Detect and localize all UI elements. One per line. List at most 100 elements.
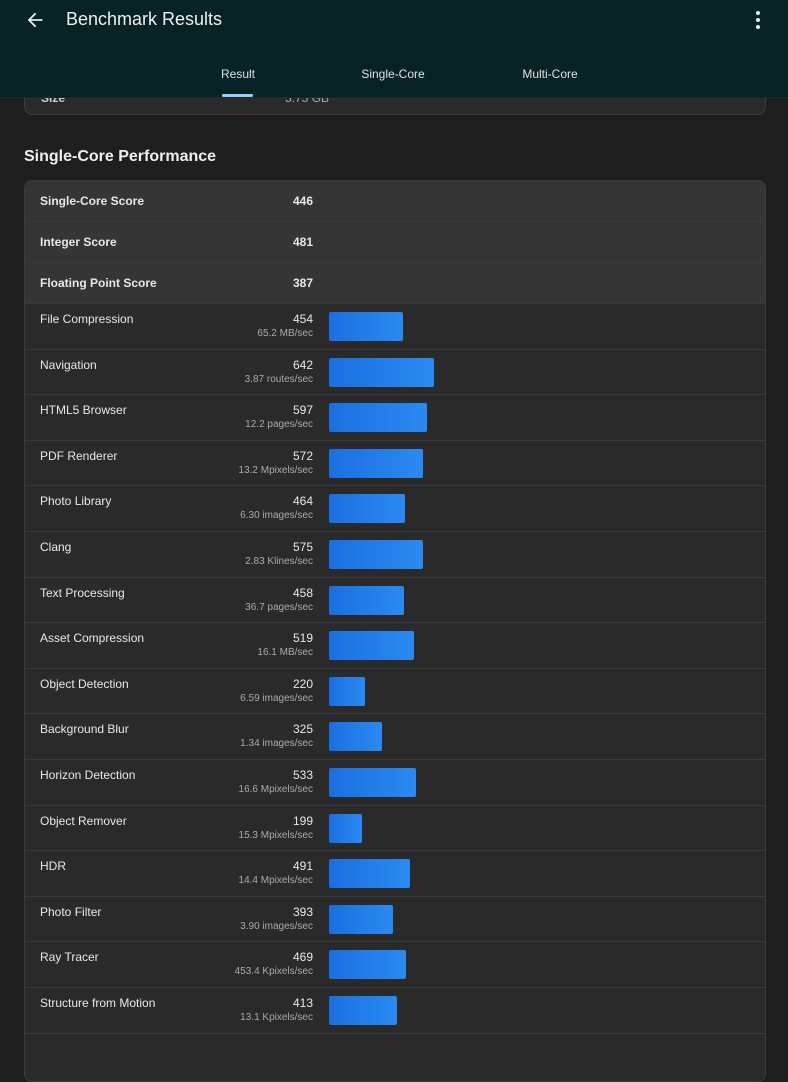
benchmark-row: Text Processing 458 36.7 pages/sec [25, 578, 765, 624]
benchmark-rate: 13.2 Mpixels/sec [238, 464, 313, 476]
score-bar [329, 676, 366, 706]
summary-label: Floating Point Score [40, 276, 157, 290]
score-bar [329, 768, 417, 797]
benchmark-score: 519 [292, 631, 313, 646]
benchmark-name: Photo Library [40, 494, 112, 509]
benchmark-rate: 1.34 images/sec [240, 738, 313, 750]
benchmark-row: Object Remover 199 15.3 Mpixels/sec [25, 806, 765, 852]
summary-score: 481 [292, 235, 313, 249]
benchmark-row: PDF Renderer 572 13.2 Mpixels/sec [25, 441, 765, 487]
score-bar [329, 722, 383, 752]
benchmark-rate: 453.4 Kpixels/sec [234, 966, 313, 978]
summary-row: Integer Score 481 [25, 222, 765, 263]
score-bar [329, 813, 362, 843]
benchmark-row: Navigation 642 3.87 routes/sec [25, 350, 765, 396]
score-bar [329, 996, 397, 1025]
summary-score: 387 [292, 276, 313, 290]
benchmark-score: 575 [292, 540, 313, 554]
benchmark-score: 464 [292, 494, 313, 509]
benchmark-rate: 3.87 routes/sec [244, 373, 313, 385]
benchmark-score: 454 [292, 312, 313, 326]
summary-label: Single-Core Score [40, 194, 145, 208]
score-bar [329, 859, 410, 889]
benchmark-name: Horizon Detection [40, 768, 136, 782]
benchmark-name: HTML5 Browser [40, 403, 127, 418]
benchmark-rate: 16.1 MB/sec [257, 647, 313, 659]
summary-score: 446 [292, 194, 313, 208]
app-bar: Benchmark Results Result Single-Core Mul… [0, 0, 788, 98]
benchmark-row: Ray Tracer 469 453.4 Kpixels/sec [25, 942, 765, 988]
benchmark-score: 533 [292, 768, 313, 782]
benchmark-score: 597 [292, 403, 313, 418]
title: Benchmark Results [66, 9, 223, 29]
benchmark-rate: 6.30 images/sec [240, 510, 313, 522]
benchmark-rate: 15.3 Mpixels/sec [238, 829, 313, 841]
score-bar [329, 585, 405, 615]
tab-indicator [222, 94, 253, 97]
benchmark-name: Ray Tracer [40, 950, 99, 965]
benchmark-row: Horizon Detection 533 16.6 Mpixels/sec [25, 760, 765, 806]
score-bar [329, 357, 435, 387]
benchmark-name: HDR [40, 859, 66, 874]
score-bar [329, 904, 394, 934]
summary-row: Single-Core Score 446 [25, 181, 765, 222]
benchmark-score: 413 [292, 996, 313, 1010]
benchmark-row: Photo Filter 393 3.90 images/sec [25, 897, 765, 943]
benchmark-rate: 2.83 Klines/sec [245, 556, 313, 567]
benchmark-row: Background Blur 325 1.34 images/sec [25, 714, 765, 760]
benchmark-name: Background Blur [40, 722, 129, 737]
benchmark-name: Clang [40, 540, 72, 554]
benchmark-name: Text Processing [40, 585, 125, 600]
score-bar [329, 494, 406, 524]
score-bar [329, 403, 427, 433]
benchmark-row: Asset Compression 519 16.1 MB/sec [25, 623, 765, 669]
score-bar [329, 631, 415, 661]
benchmark-row: Clang 575 2.83 Klines/sec [25, 532, 765, 578]
benchmark-score: 642 [292, 357, 313, 372]
benchmark-row: File Compression 454 65.2 MB/sec [25, 304, 765, 350]
tab[interactable]: Multi-Core [522, 67, 578, 81]
benchmark-rate: 3.90 images/sec [240, 920, 313, 932]
benchmark-score: 458 [292, 585, 313, 600]
benchmark-score: 325 [292, 722, 313, 737]
benchmark-rate: 6.59 images/sec [240, 692, 313, 704]
summary-label: Integer Score [40, 235, 117, 249]
benchmark-name: Object Remover [40, 813, 127, 828]
benchmark-name: Object Detection [40, 676, 129, 691]
benchmark-score: 491 [292, 859, 313, 874]
benchmark-rate: 65.2 MB/sec [257, 328, 313, 339]
benchmark-name: Asset Compression [40, 631, 145, 646]
benchmark-row: Photo Library 464 6.30 images/sec [25, 486, 765, 532]
score-bar [329, 950, 406, 980]
benchmark-name: PDF Renderer [40, 448, 118, 463]
section-title: Single-Core Performance [24, 148, 217, 165]
benchmark-name: Structure from Motion [40, 996, 156, 1010]
benchmark-rate: 16.6 Mpixels/sec [238, 784, 313, 795]
tab[interactable]: Single-Core [361, 67, 425, 81]
benchmark-row: Object Detection 220 6.59 images/sec [25, 669, 765, 715]
benchmark-row: HTML5 Browser 597 12.2 pages/sec [25, 395, 765, 441]
benchmark-score: 393 [292, 904, 313, 919]
menu-button[interactable] [748, 9, 768, 31]
benchmark-name: File Compression [40, 312, 134, 326]
benchmark-name: Photo Filter [40, 904, 102, 919]
benchmark-score: 199 [292, 813, 313, 828]
back-button[interactable] [24, 9, 46, 31]
benchmark-score: 469 [292, 950, 313, 965]
score-bar [329, 448, 423, 478]
benchmark-score: 220 [292, 676, 313, 691]
score-bar [329, 312, 404, 341]
benchmark-rate: 36.7 pages/sec [245, 601, 313, 613]
results-card: Single-Core Score 446 Integer Score 481 Floa… [24, 180, 766, 1082]
benchmark-row: Structure from Motion 413 13.1 Kpixels/sec [25, 988, 765, 1034]
summary-row: Floating Point Score 387 [25, 263, 765, 304]
benchmark-score: 572 [292, 448, 313, 463]
tab[interactable]: Result [220, 67, 255, 81]
benchmark-row: HDR 491 14.4 Mpixels/sec [25, 851, 765, 897]
benchmark-rate: 14.4 Mpixels/sec [238, 875, 313, 887]
score-bar [329, 540, 424, 569]
benchmark-rate: 13.1 Kpixels/sec [240, 1012, 313, 1023]
benchmark-rate: 12.2 pages/sec [245, 419, 313, 431]
benchmark-name: Navigation [40, 357, 97, 372]
